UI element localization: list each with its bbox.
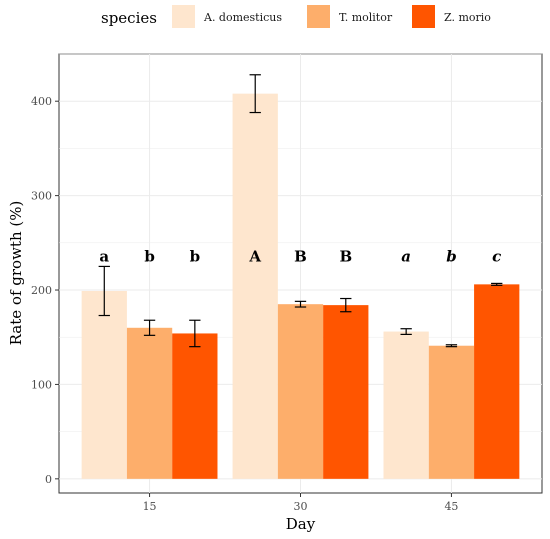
legend-key-swatch xyxy=(412,5,435,28)
bar-a-domesticus-day-15 xyxy=(81,290,127,479)
significance-letter: b xyxy=(446,248,457,266)
legend: species A. domesticus T. molitor Z. morio xyxy=(101,5,491,28)
legend-label: Z. morio xyxy=(444,11,491,24)
y-tick-label: 300 xyxy=(31,190,52,203)
bar-t-molitor-day-30 xyxy=(277,304,324,479)
significance-letter: a xyxy=(401,248,411,266)
legend-key-swatch xyxy=(307,5,330,28)
significance-letter: A xyxy=(248,248,261,266)
y-tick-label: 200 xyxy=(31,284,52,297)
bar-z-morio-day-15 xyxy=(172,333,218,479)
bar-z-morio-day-45 xyxy=(474,284,520,479)
y-tick-label: 400 xyxy=(31,95,52,108)
significance-letter: B xyxy=(294,248,307,266)
legend-label: A. domesticus xyxy=(203,11,282,24)
y-axis-title: Rate of growth (%) xyxy=(7,201,25,346)
bar-z-morio-day-30 xyxy=(323,305,369,479)
x-tick-label: 30 xyxy=(294,500,308,513)
bar-a-domesticus-day-30 xyxy=(232,93,278,479)
y-tick-label: 0 xyxy=(45,473,52,486)
legend-label: T. molitor xyxy=(339,11,393,24)
y-tick-label: 100 xyxy=(31,378,52,391)
y-axis: 0 100 200 300 400 xyxy=(31,95,59,486)
bar-t-molitor-day-15 xyxy=(126,327,173,479)
legend-title: species xyxy=(101,9,157,27)
bar-t-molitor-day-45 xyxy=(428,345,475,479)
significance-letter: b xyxy=(144,248,155,266)
bar-a-domesticus-day-45 xyxy=(383,331,429,479)
significance-letter: b xyxy=(190,248,201,266)
significance-letter: c xyxy=(492,248,501,266)
legend-key-swatch xyxy=(172,5,195,28)
bars xyxy=(81,93,520,479)
x-axis-title: Day xyxy=(286,515,316,533)
x-axis: 15 30 45 xyxy=(143,493,458,513)
x-tick-label: 15 xyxy=(143,500,157,513)
significance-letter: B xyxy=(339,248,352,266)
significance-letter: a xyxy=(99,248,109,266)
error-bars xyxy=(98,74,503,348)
x-tick-label: 45 xyxy=(444,500,458,513)
